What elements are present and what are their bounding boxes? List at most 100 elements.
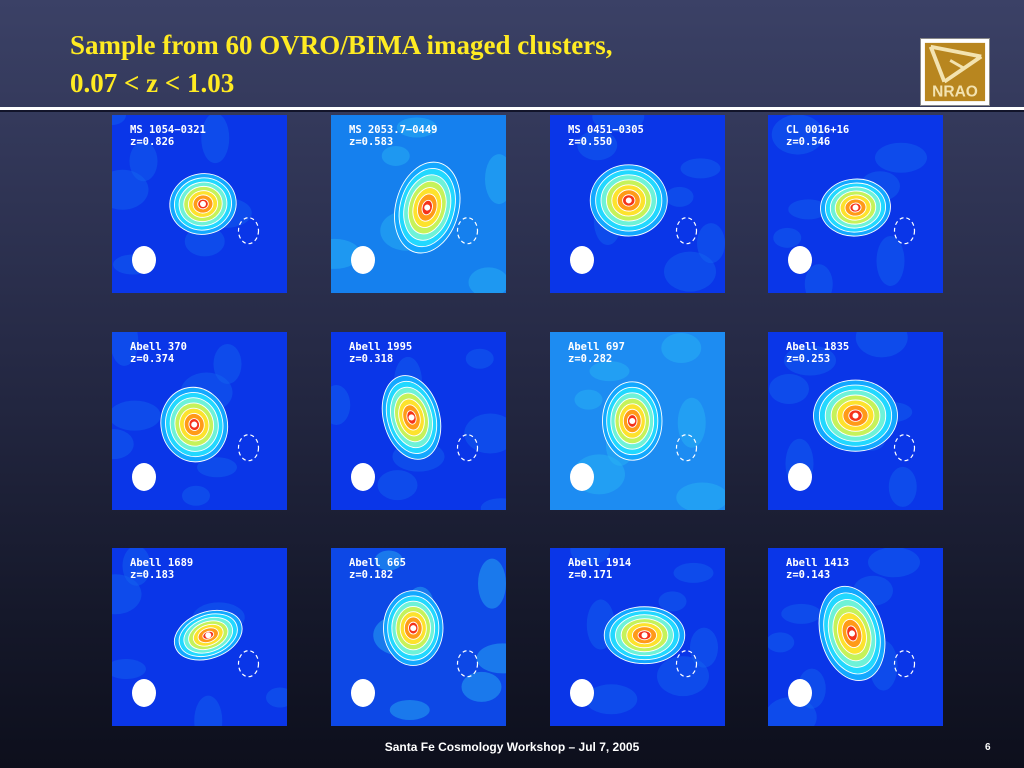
- peak-marker: [852, 204, 859, 211]
- cluster-panel: MS 2053.7−0449 z=0.583: [331, 115, 506, 293]
- redshift-label: z=0.282: [568, 353, 613, 365]
- noise-blob: [464, 413, 506, 454]
- cluster-name-label: Abell 1689: [130, 557, 194, 569]
- cluster-map: [112, 115, 287, 293]
- negative-contour: [237, 650, 260, 678]
- noise-blob: [112, 429, 134, 460]
- noise-blob: [112, 169, 149, 210]
- redshift-label: z=0.183: [130, 569, 175, 581]
- cluster-source: [173, 609, 243, 661]
- noise-blob: [769, 373, 809, 404]
- cluster-panel: Abell 1995 z=0.318: [331, 332, 506, 510]
- beam-ellipse: [788, 246, 812, 274]
- noise-blob: [680, 158, 721, 179]
- cluster-name-label: Abell 370: [130, 341, 187, 353]
- cluster-source: [381, 375, 442, 460]
- cluster-map: [550, 548, 725, 726]
- cluster-map: [331, 548, 506, 726]
- noise-blob: [485, 154, 506, 205]
- cluster-name-label: MS 2053.7−0449: [349, 124, 438, 136]
- beam-ellipse: [132, 463, 156, 491]
- cluster-name-label: MS 0451−0305: [568, 124, 644, 136]
- noise-blob: [784, 345, 836, 376]
- negative-contour: [456, 650, 479, 678]
- negative-contour: [893, 650, 916, 678]
- noise-blob: [266, 687, 287, 708]
- beam-ellipse: [351, 246, 375, 274]
- noise-blob: [773, 227, 802, 248]
- peak-marker: [625, 197, 632, 204]
- noise-blob: [461, 671, 502, 702]
- cluster-source: [394, 161, 461, 254]
- noise-blob: [396, 117, 437, 138]
- cluster-name-label: MS 1054−0321: [130, 124, 206, 136]
- noise-blob: [389, 699, 430, 720]
- noise-blob: [201, 115, 230, 164]
- cluster-name-label: Abell 1995: [349, 341, 413, 353]
- cluster-panel: Abell 1413 z=0.143: [768, 548, 943, 726]
- negative-contour: [456, 434, 479, 462]
- cluster-panel: MS 1054−0321 z=0.826: [112, 115, 287, 293]
- noise-blob: [690, 627, 718, 668]
- redshift-label: z=0.583: [349, 136, 394, 148]
- negative-contour: [237, 434, 260, 462]
- peak-marker: [205, 632, 212, 639]
- peak-marker: [641, 632, 648, 639]
- cluster-source: [820, 178, 891, 237]
- peak-marker: [852, 412, 859, 419]
- noise-blob: [673, 562, 714, 583]
- cluster-map: [768, 548, 943, 726]
- peak-marker: [200, 201, 206, 207]
- noise-blob: [182, 485, 210, 506]
- noise-blob: [868, 548, 920, 578]
- noise-blob: [585, 684, 638, 715]
- noise-blob: [213, 344, 242, 385]
- cluster-name-label: Abell 1413: [786, 557, 850, 569]
- cluster-map: [768, 115, 943, 293]
- noise-blob: [592, 115, 645, 132]
- noise-blob: [888, 466, 917, 507]
- noise-blob: [855, 332, 908, 358]
- noise-blob: [476, 643, 506, 674]
- negative-contour: [675, 434, 698, 462]
- noise-blob: [480, 498, 506, 510]
- cluster-map: [768, 332, 943, 510]
- noise-blob: [570, 548, 611, 565]
- noise-blob: [661, 333, 702, 364]
- redshift-label: z=0.143: [786, 569, 831, 581]
- beam-ellipse: [570, 679, 594, 707]
- peak-marker: [191, 421, 198, 428]
- peak-marker: [849, 630, 855, 637]
- negative-contour: [237, 217, 260, 245]
- noise-blob: [574, 389, 603, 410]
- cluster-panel: Abell 665 z=0.182: [331, 548, 506, 726]
- cluster-name-label: Abell 1835: [786, 341, 850, 353]
- noise-blob: [381, 145, 410, 166]
- noise-blob: [478, 558, 506, 609]
- beam-ellipse: [788, 463, 812, 491]
- cluster-panel: Abell 1914 z=0.171: [550, 548, 725, 726]
- noise-blob: [664, 251, 716, 292]
- nrao-logo: NRAO: [920, 38, 990, 106]
- noise-blob: [112, 659, 146, 680]
- peak-marker: [424, 204, 431, 211]
- negative-contour: [675, 650, 698, 678]
- noise-blob: [658, 591, 687, 612]
- redshift-label: z=0.546: [786, 136, 831, 148]
- redshift-label: z=0.171: [568, 569, 613, 581]
- redshift-label: z=0.318: [349, 353, 394, 365]
- peak-marker: [629, 418, 636, 424]
- beam-ellipse: [570, 246, 594, 274]
- cluster-source: [813, 379, 898, 452]
- noise-blob: [374, 550, 403, 571]
- noise-blob: [194, 695, 223, 726]
- cluster-source: [169, 173, 237, 235]
- peak-marker: [408, 414, 415, 421]
- noise-blob: [112, 574, 142, 615]
- cluster-panel: CL 0016+16 z=0.546: [768, 115, 943, 293]
- svg-text:NRAO: NRAO: [932, 83, 978, 100]
- noise-blob: [112, 332, 139, 366]
- cluster-name-label: Abell 665: [349, 557, 406, 569]
- noise-blob: [122, 548, 151, 586]
- noise-blob: [677, 397, 706, 448]
